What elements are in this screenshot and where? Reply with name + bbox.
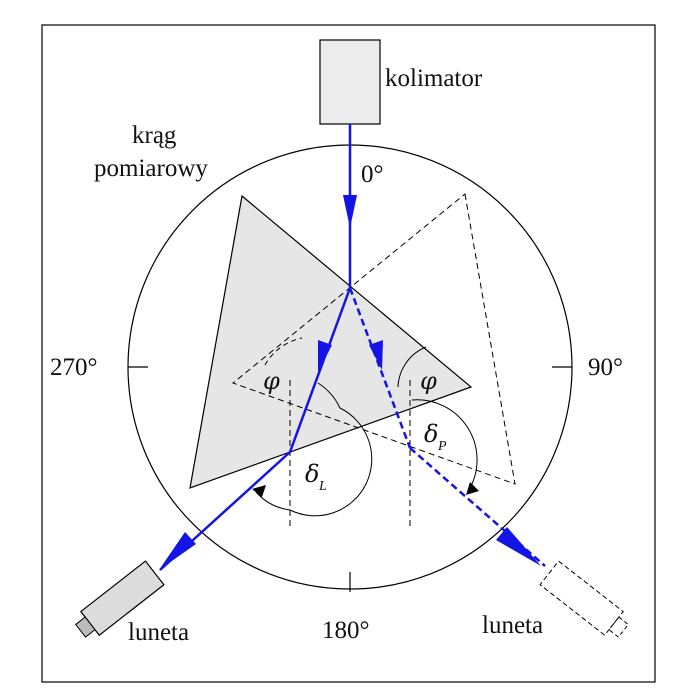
delta-arc-right <box>411 399 478 489</box>
label-180deg: 180° <box>322 617 370 644</box>
label-krag: krąg <box>132 122 177 149</box>
delta-arc-left <box>289 382 373 517</box>
label-luneta-left: luneta <box>128 619 189 646</box>
label-pomiarowy: pomiarowy <box>94 155 208 182</box>
ray-right-inside <box>348 287 412 449</box>
frame-border <box>41 24 656 683</box>
label-delta-right-sub: P <box>437 439 447 454</box>
ray-arrow-right-inside <box>369 340 383 370</box>
delta-arrow-right <box>466 482 479 495</box>
delta-arc-left-tail <box>255 491 291 511</box>
label-delta-left-sub: L <box>318 479 327 494</box>
label-90deg: 90° <box>588 354 623 381</box>
telescope-left <box>74 560 165 638</box>
label-delta-right: δ <box>424 420 438 448</box>
label-0deg: 0° <box>361 161 384 188</box>
ray-arrow-left-inside <box>318 340 332 372</box>
ray-arrow-incoming <box>343 195 357 228</box>
label-kolimator: kolimator <box>385 65 483 92</box>
ray-arrow-right-out <box>496 527 541 566</box>
delta-arrow-left <box>252 485 266 497</box>
collimator-box <box>319 39 381 125</box>
label-phi-right: φ <box>420 367 437 395</box>
label-delta-left: δ <box>305 460 319 488</box>
phi-arc-left <box>264 337 303 366</box>
ray-left-inside <box>288 287 352 453</box>
ray-arrow-left-out <box>159 532 196 570</box>
telescope-right-dashed <box>539 560 630 638</box>
label-phi-left: φ <box>263 367 280 395</box>
label-luneta-right: luneta <box>482 612 543 639</box>
label-270deg: 270° <box>50 354 98 381</box>
phi-arc-right <box>397 346 427 388</box>
